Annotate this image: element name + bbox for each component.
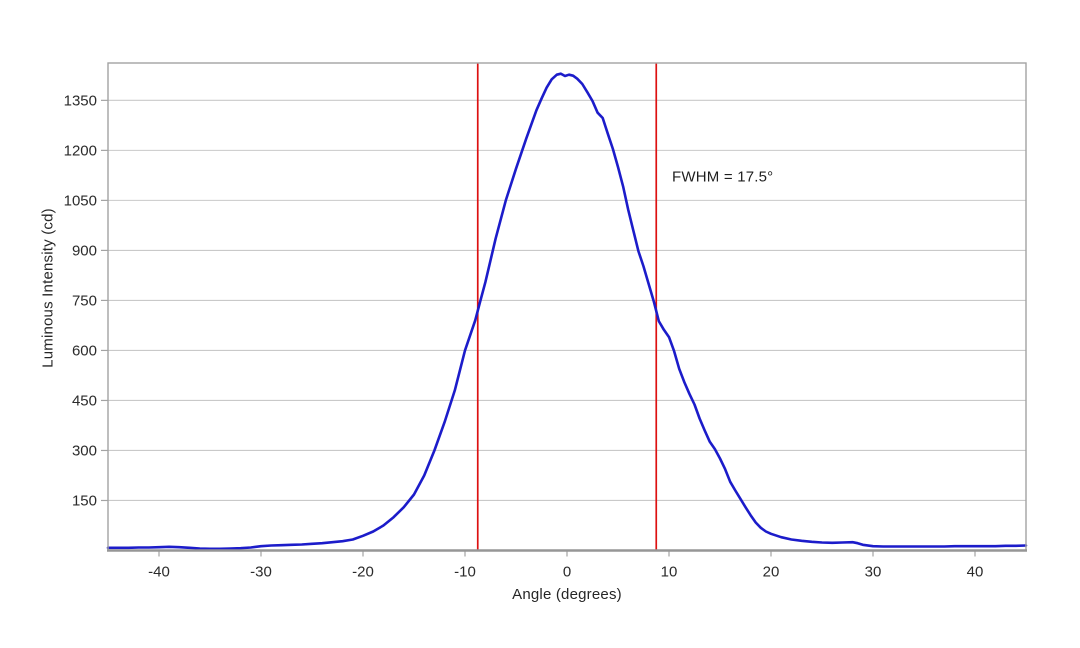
- y-tick-label: 1200: [64, 142, 97, 159]
- y-tick-label: 450: [72, 392, 97, 409]
- y-tick-label: 750: [72, 292, 97, 309]
- y-axis-title: Luminous Intensity (cd): [39, 208, 57, 368]
- x-tick-label: 10: [661, 564, 678, 581]
- x-tick-label: 0: [563, 564, 571, 581]
- x-tick-label: 20: [763, 564, 780, 581]
- intensity-curve: [106, 72, 1028, 551]
- x-axis-title: Angle (degrees): [512, 586, 622, 603]
- x-tick-label: -30: [250, 564, 272, 581]
- y-tick-label: 900: [72, 242, 97, 259]
- y-tick-label: 1050: [64, 192, 97, 209]
- x-tick-label: 40: [967, 564, 984, 581]
- y-tick-label: 150: [72, 492, 97, 509]
- y-tick-label: 300: [72, 442, 97, 459]
- y-tick-label: 600: [72, 342, 97, 359]
- fwhm-annotation: FWHM = 17.5°: [672, 168, 774, 186]
- y-tick-label: 1350: [64, 92, 97, 109]
- x-tick-label: -40: [148, 564, 170, 581]
- x-tick-label: 30: [865, 564, 882, 581]
- plot-area: [108, 63, 1026, 551]
- x-tick-label: -20: [352, 564, 374, 581]
- x-tick-label: -10: [454, 564, 476, 581]
